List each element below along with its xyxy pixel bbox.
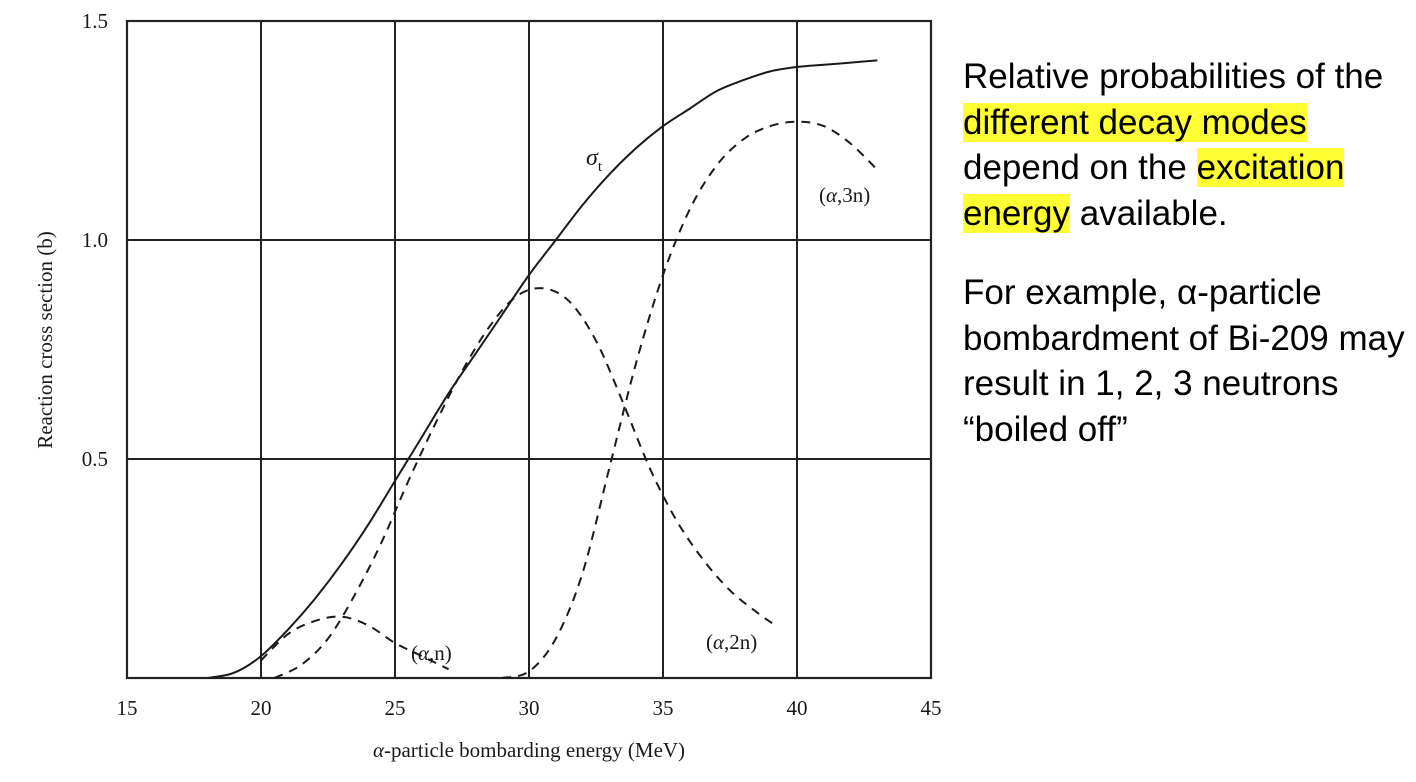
label-alpha-3n: (α,3n) <box>819 183 870 207</box>
series-alpha-3n <box>501 120 879 679</box>
paragraph-decay-modes: Relative probabilities of the different … <box>963 57 1384 233</box>
x-tick-label: 25 <box>385 696 406 720</box>
label-alpha-2n: (α,2n) <box>706 630 757 654</box>
cross-section-chart: 15 20 25 30 35 40 45 1.5 1.0 0.5 α-particle bomba… <box>33 9 942 762</box>
x-tick-label: 40 <box>787 696 808 720</box>
series-alpha-n <box>260 615 450 671</box>
plot-frame <box>125 19 933 680</box>
series-sigma-t <box>207 59 878 679</box>
x-tick-label: 20 <box>251 696 272 720</box>
x-axis-label: α-particle bombarding energy (MeV) <box>373 738 685 762</box>
series-alpha-2n <box>273 287 777 679</box>
x-tick-label: 15 <box>117 696 138 720</box>
label-alpha-n: (α,n) <box>411 641 452 665</box>
x-tick-label: 30 <box>519 696 540 720</box>
highlight-decay-modes: different decay modes <box>963 102 1307 142</box>
explanation-text: Relative probabilities of the different … <box>963 54 1413 486</box>
y-tick-label: 0.5 <box>82 447 108 471</box>
y-tick-label: 1.0 <box>82 228 108 252</box>
grid <box>127 21 931 678</box>
y-axis-label: Reaction cross section (b) <box>33 231 57 449</box>
curves <box>207 59 879 679</box>
x-tick-label: 45 <box>921 696 942 720</box>
x-tick-label: 35 <box>653 696 674 720</box>
tick-labels: 15 20 25 30 35 40 45 1.5 1.0 0.5 <box>82 9 942 720</box>
y-tick-label: 1.5 <box>82 9 108 33</box>
label-sigma-t: σt <box>586 145 603 175</box>
paragraph-example: For example, α-particle bombardment of B… <box>963 273 1405 449</box>
